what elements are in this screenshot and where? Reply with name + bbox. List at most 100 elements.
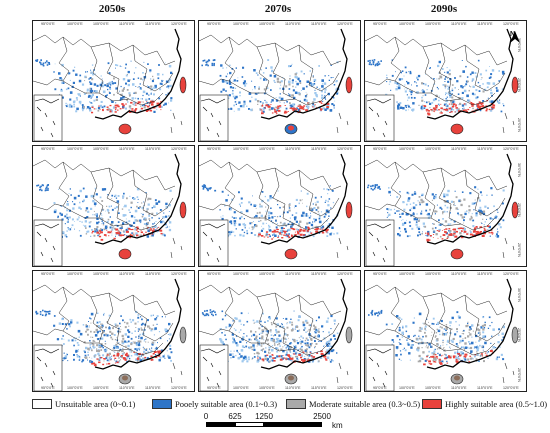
taiwan-island <box>345 76 353 94</box>
suitability-speckles <box>35 309 173 367</box>
hainan-core <box>288 250 294 256</box>
south-china-sea-inset <box>199 344 229 391</box>
province-boundary <box>365 284 424 298</box>
top-tick-label: 95°0'0"E <box>373 147 387 151</box>
province-boundary <box>144 175 176 191</box>
top-tick-label: 105°0'0"E <box>259 147 275 151</box>
top-tick-label: 110°0'0"E <box>285 147 301 151</box>
province-boundary <box>422 46 436 94</box>
inset-islands <box>200 98 226 138</box>
top-tick-label: 100°0'0"E <box>67 22 83 26</box>
province-boundary <box>294 217 330 231</box>
top-tick-label: 95°0'0"E <box>373 22 387 26</box>
suitability-speckles <box>36 184 172 241</box>
province-boundary <box>404 86 462 102</box>
boundary-dashes <box>502 362 515 384</box>
south-china-sea-inset <box>365 94 395 141</box>
scale-segment-3 <box>264 422 322 427</box>
scale-label-625: 625 <box>228 412 242 421</box>
suitability-speckles <box>367 184 505 242</box>
province-boundary <box>154 322 174 342</box>
row-title-ssp126: ssp126 <box>2 20 69 142</box>
right-tick-label: 30°0'0"N <box>517 163 521 177</box>
bottom-tick-label: 110°0'0"E <box>451 386 467 390</box>
hainan-core <box>454 375 460 381</box>
province-boundary <box>199 203 230 211</box>
top-tick-label: 100°0'0"E <box>399 22 415 26</box>
legend-item-poor: Pooely suitable area (0.1~0.3) <box>152 399 277 409</box>
province-boundary <box>272 167 296 225</box>
bottom-tick-label: 115°0'0"E <box>145 386 161 390</box>
province-boundary <box>144 300 176 316</box>
province-boundary <box>464 44 488 92</box>
suitability-map <box>365 278 519 391</box>
scale-segment-1 <box>206 422 235 427</box>
hainan-core <box>122 375 128 381</box>
top-tick-label: 105°0'0"E <box>425 272 441 276</box>
top-tick-label: 100°0'0"E <box>399 147 415 151</box>
province-boundary <box>404 336 462 352</box>
top-tick-label: 120°0'0"E <box>171 147 187 151</box>
bottom-tick-label: 100°0'0"E <box>233 386 249 390</box>
province-boundary <box>224 36 240 88</box>
legend-swatch-high <box>422 399 442 409</box>
legend-swatch-poor <box>152 399 172 409</box>
suitability-speckles <box>35 59 173 114</box>
province-boundary <box>422 292 478 306</box>
map-panel-ssp245-2070s: 95°0'0"E 100°0'0"E 105°0'0"E 110°0'0"E 115°0… <box>198 145 361 267</box>
map-panel-ssp245-2090s: 95°0'0"E 100°0'0"E 105°0'0"E 110°0'0"E 115°0… <box>364 145 527 267</box>
province-boundary <box>132 169 156 217</box>
province-boundary <box>128 342 164 356</box>
province-boundary <box>33 159 92 173</box>
row-title-ssp585: ssp585 <box>2 270 69 392</box>
province-boundary <box>390 286 406 338</box>
boundary-dashes <box>170 362 183 384</box>
province-boundary <box>256 42 312 56</box>
inset-islands <box>34 348 60 388</box>
top-tick-label: 100°0'0"E <box>233 22 249 26</box>
province-boundary <box>144 50 176 66</box>
boundary-dashes <box>336 362 349 384</box>
inset-islands <box>366 348 392 388</box>
top-tick-label: 105°0'0"E <box>259 22 275 26</box>
north-label: N <box>510 31 516 38</box>
scale-bar: 0 625 1250 2500 km <box>198 412 358 432</box>
boundary-dashes <box>502 112 515 134</box>
top-tick-label: 115°0'0"E <box>477 22 493 26</box>
province-boundary <box>72 211 130 227</box>
left-tick-label: 25°0'0"N <box>32 203 34 217</box>
bottom-tick-label: 105°0'0"E <box>259 386 275 390</box>
legend-swatch-unsuitable <box>32 399 52 409</box>
legend-swatch-moderate <box>286 399 306 409</box>
taiwan-island <box>179 326 187 344</box>
suitability-speckles <box>201 309 339 363</box>
province-boundary <box>438 292 462 350</box>
column-title-2070s: 2070s <box>264 3 292 15</box>
province-boundary <box>154 72 174 92</box>
hainan-core <box>288 375 294 381</box>
province-boundary <box>199 159 258 173</box>
province-boundary <box>224 161 240 213</box>
province-boundary <box>486 322 506 342</box>
province-boundary <box>90 296 104 344</box>
top-tick-label: 105°0'0"E <box>425 22 441 26</box>
hainan-core <box>454 250 460 256</box>
province-boundary <box>132 294 156 342</box>
taiwan-island <box>345 201 353 219</box>
legend-item-unsuitable: Unsuitable area (0~0.1) <box>32 399 135 409</box>
boundary-dashes <box>336 112 349 134</box>
left-tick-label: 20°0'0"N <box>32 243 34 257</box>
province-boundary <box>199 284 258 298</box>
bottom-tick-label: 120°0'0"E <box>503 386 519 390</box>
coastline <box>260 278 348 370</box>
right-tick-label: 20°0'0"N <box>517 243 521 257</box>
top-tick-label: 100°0'0"E <box>399 272 415 276</box>
top-tick-label: 105°0'0"E <box>93 22 109 26</box>
left-tick-label: 30°0'0"N <box>32 38 34 52</box>
province-boundary <box>33 203 64 211</box>
province-boundary <box>256 292 312 306</box>
province-boundary <box>464 294 488 342</box>
legend-label-unsuitable: Unsuitable area (0~0.1) <box>55 399 136 409</box>
bottom-tick-label: 115°0'0"E <box>477 386 493 390</box>
boundary-dashes <box>170 237 183 259</box>
